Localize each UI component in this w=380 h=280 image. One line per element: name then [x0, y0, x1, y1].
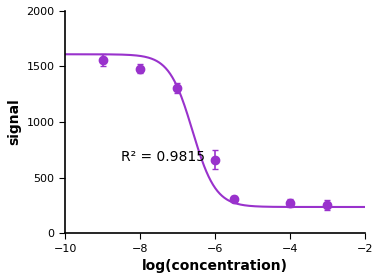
Y-axis label: signal: signal [7, 99, 21, 145]
X-axis label: log(concentration): log(concentration) [142, 259, 288, 273]
Text: R² = 0.9815: R² = 0.9815 [121, 150, 205, 164]
